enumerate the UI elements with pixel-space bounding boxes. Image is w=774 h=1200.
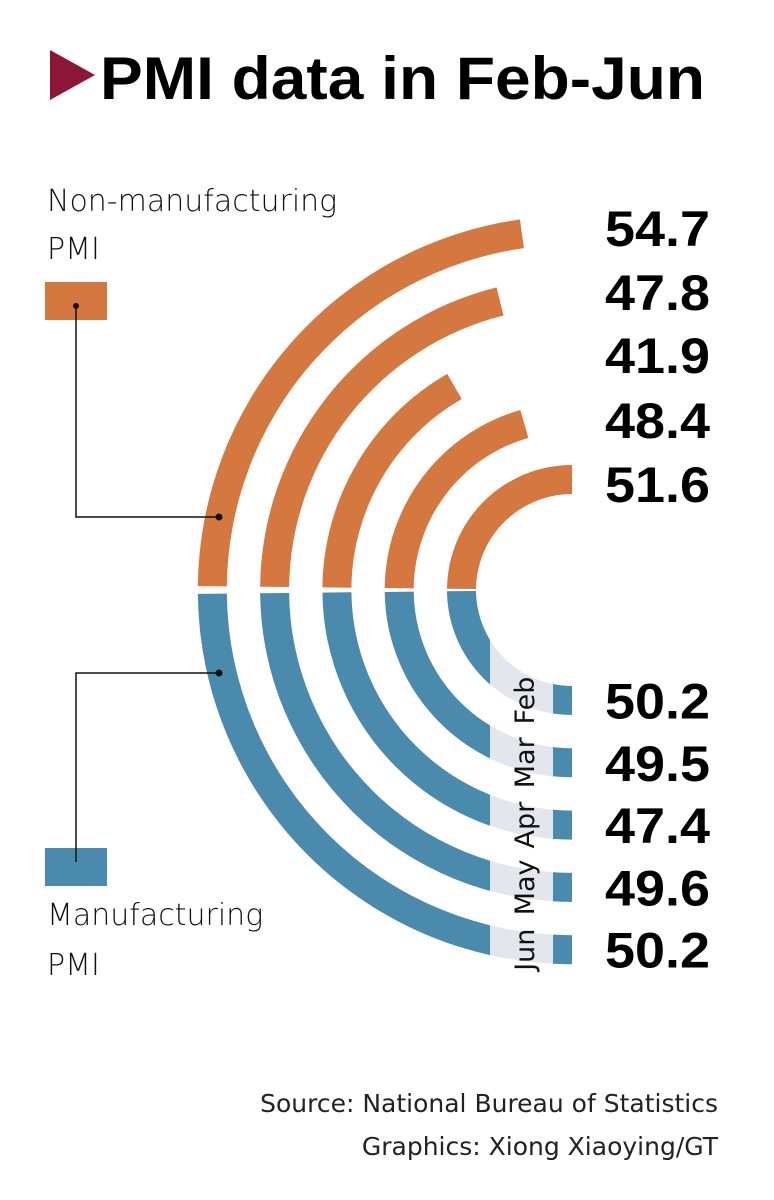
month-label: Apr xyxy=(510,801,541,849)
legend-nonmfg-label-2: PMI xyxy=(47,232,100,267)
credit-note: Graphics: Xiong Xiaoying/GT xyxy=(362,1132,719,1161)
legend-mfg-leader xyxy=(75,672,219,862)
legend-nonmfg-label-1: Non-manufacturing xyxy=(47,184,337,219)
nonmfg-arc-jun xyxy=(197,219,524,587)
nonmfg-arc-feb xyxy=(447,465,572,589)
title-triangle-icon xyxy=(50,50,95,100)
leader-dot xyxy=(215,669,223,677)
legend-mfg-label-2: PMI xyxy=(47,948,100,983)
mfg-arc-mar xyxy=(384,591,572,778)
nonmfg-arc-mar xyxy=(384,409,529,589)
nonmfg-value-may: 47.8 xyxy=(605,265,710,321)
month-label: Mar xyxy=(510,736,541,788)
nonmfg-value-feb: 51.6 xyxy=(605,457,710,513)
leader-dot xyxy=(73,303,79,309)
nonmfg-value-apr: 41.9 xyxy=(605,328,710,384)
legend-mfg-label-1: Manufacturing xyxy=(47,898,263,933)
mfg-value-feb: 50.2 xyxy=(605,674,710,730)
nonmfg-value-mar: 48.4 xyxy=(605,393,710,449)
nonmfg-arc-may xyxy=(260,287,504,588)
month-label: Jun xyxy=(510,929,541,973)
mfg-value-may: 49.6 xyxy=(605,860,710,916)
mfg-value-apr: 47.4 xyxy=(605,798,710,854)
mfg-arc-jun xyxy=(197,593,573,965)
month-label: Feb xyxy=(510,677,541,725)
mfg-arc-may xyxy=(260,592,572,902)
chart-title: PMI data in Feb-Jun xyxy=(100,45,705,112)
mfg-value-mar: 49.5 xyxy=(605,736,710,792)
month-label: May xyxy=(510,859,541,915)
source-note: Source: National Bureau of Statistics xyxy=(260,1089,718,1118)
leader-dot xyxy=(215,513,223,521)
nonmfg-value-jun: 54.7 xyxy=(605,201,710,257)
mfg-value-jun: 50.2 xyxy=(605,923,710,979)
legend-nonmfg-leader xyxy=(75,306,219,518)
nonmfg-arc-apr xyxy=(322,373,462,588)
